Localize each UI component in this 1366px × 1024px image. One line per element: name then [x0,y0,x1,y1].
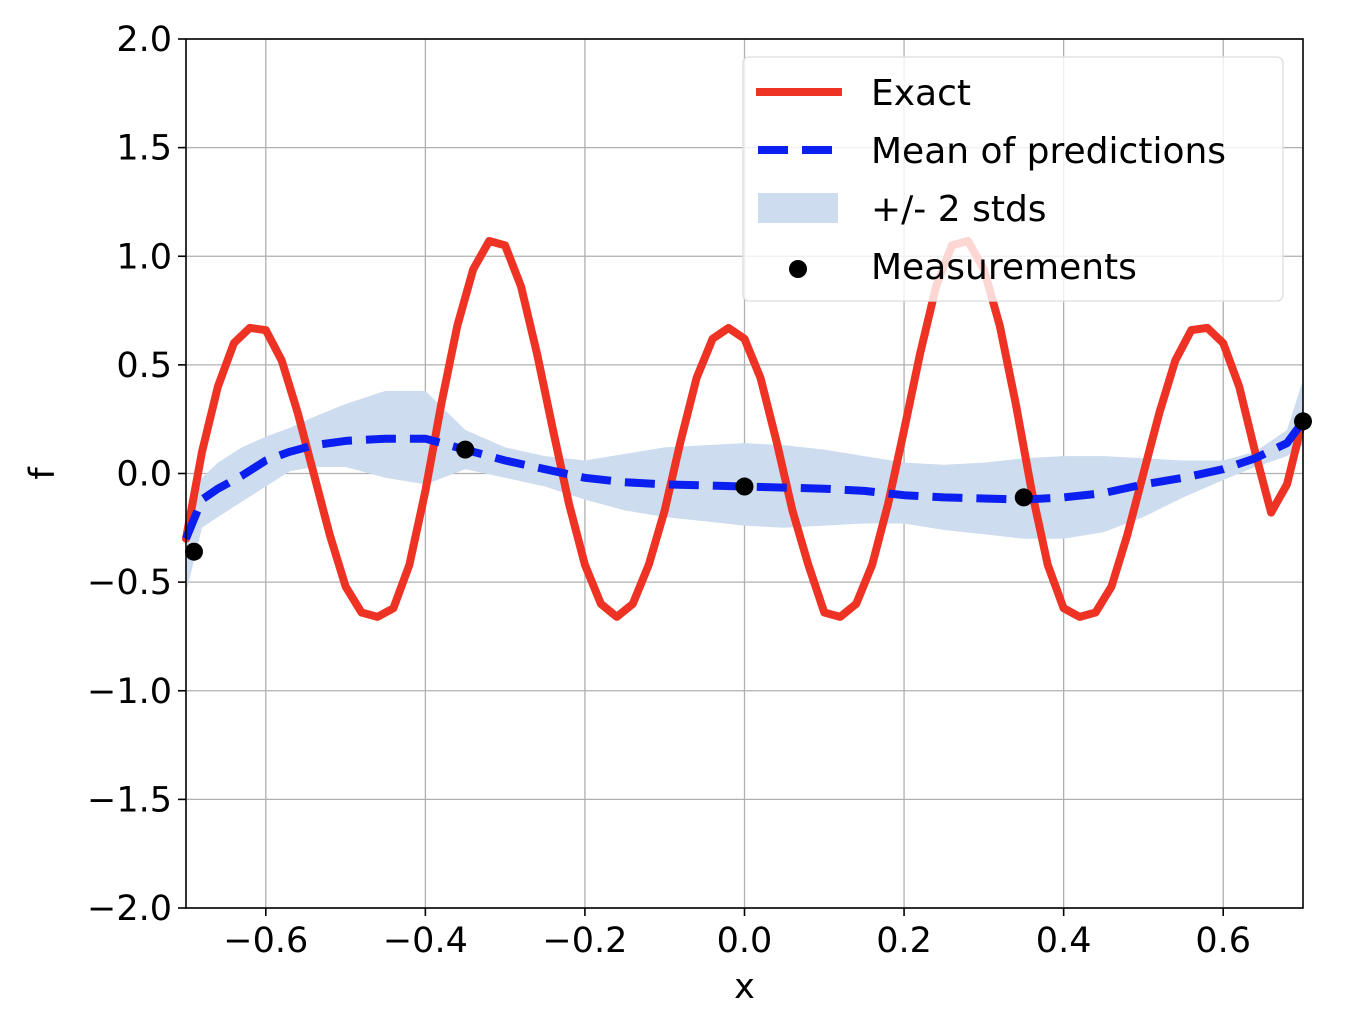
y-ticks: 2.0 1.5 1.0 0.5 0.0 −0.5 −1.0 −1.5 −2.0 [87,20,186,929]
x-tick-label: 0.2 [876,921,932,961]
y-axis-label: f [23,467,63,480]
legend-label: +/- 2 stds [871,189,1047,230]
y-tick-label: 0.5 [116,346,172,386]
x-ticks: −0.6 −0.4 −0.2 0.0 0.2 0.4 0.6 [223,908,1251,961]
measurement-layer [184,412,1312,561]
measurement-point [456,440,475,459]
x-tick-label: −0.2 [542,921,627,961]
y-tick-label: 2.0 [116,20,172,60]
y-tick-label: −2.0 [87,889,172,929]
measurement-point [735,477,754,496]
legend-label: Exact [871,73,971,114]
x-tick-label: −0.4 [383,921,468,961]
y-tick-label: −1.5 [87,780,172,820]
y-tick-label: 1.0 [116,237,172,277]
legend-box [742,56,1284,302]
legend-label: Measurements [871,247,1137,288]
y-tick-label: 1.5 [116,129,172,169]
measurement-point [1014,488,1033,507]
series-layer [182,237,1307,621]
mean-prediction-line [182,419,1307,541]
legend: Exact Mean of predictions +/- 2 stds Measur… [742,56,1284,302]
legend-swatch-measurements [789,260,807,278]
x-tick-label: −0.6 [223,921,308,961]
y-tick-label: 0.0 [116,455,172,495]
x-tick-label: 0.4 [1036,921,1092,961]
y-tick-label: −1.0 [87,672,172,712]
x-tick-label: 0.0 [717,921,773,961]
x-tick-label: 0.6 [1195,921,1251,961]
legend-swatch-band [758,193,838,223]
x-axis-label: x [734,967,755,1007]
y-tick-label: −0.5 [87,563,172,603]
exact-line [182,237,1307,621]
legend-label: Mean of predictions [871,131,1226,172]
measurement-point [184,542,203,561]
